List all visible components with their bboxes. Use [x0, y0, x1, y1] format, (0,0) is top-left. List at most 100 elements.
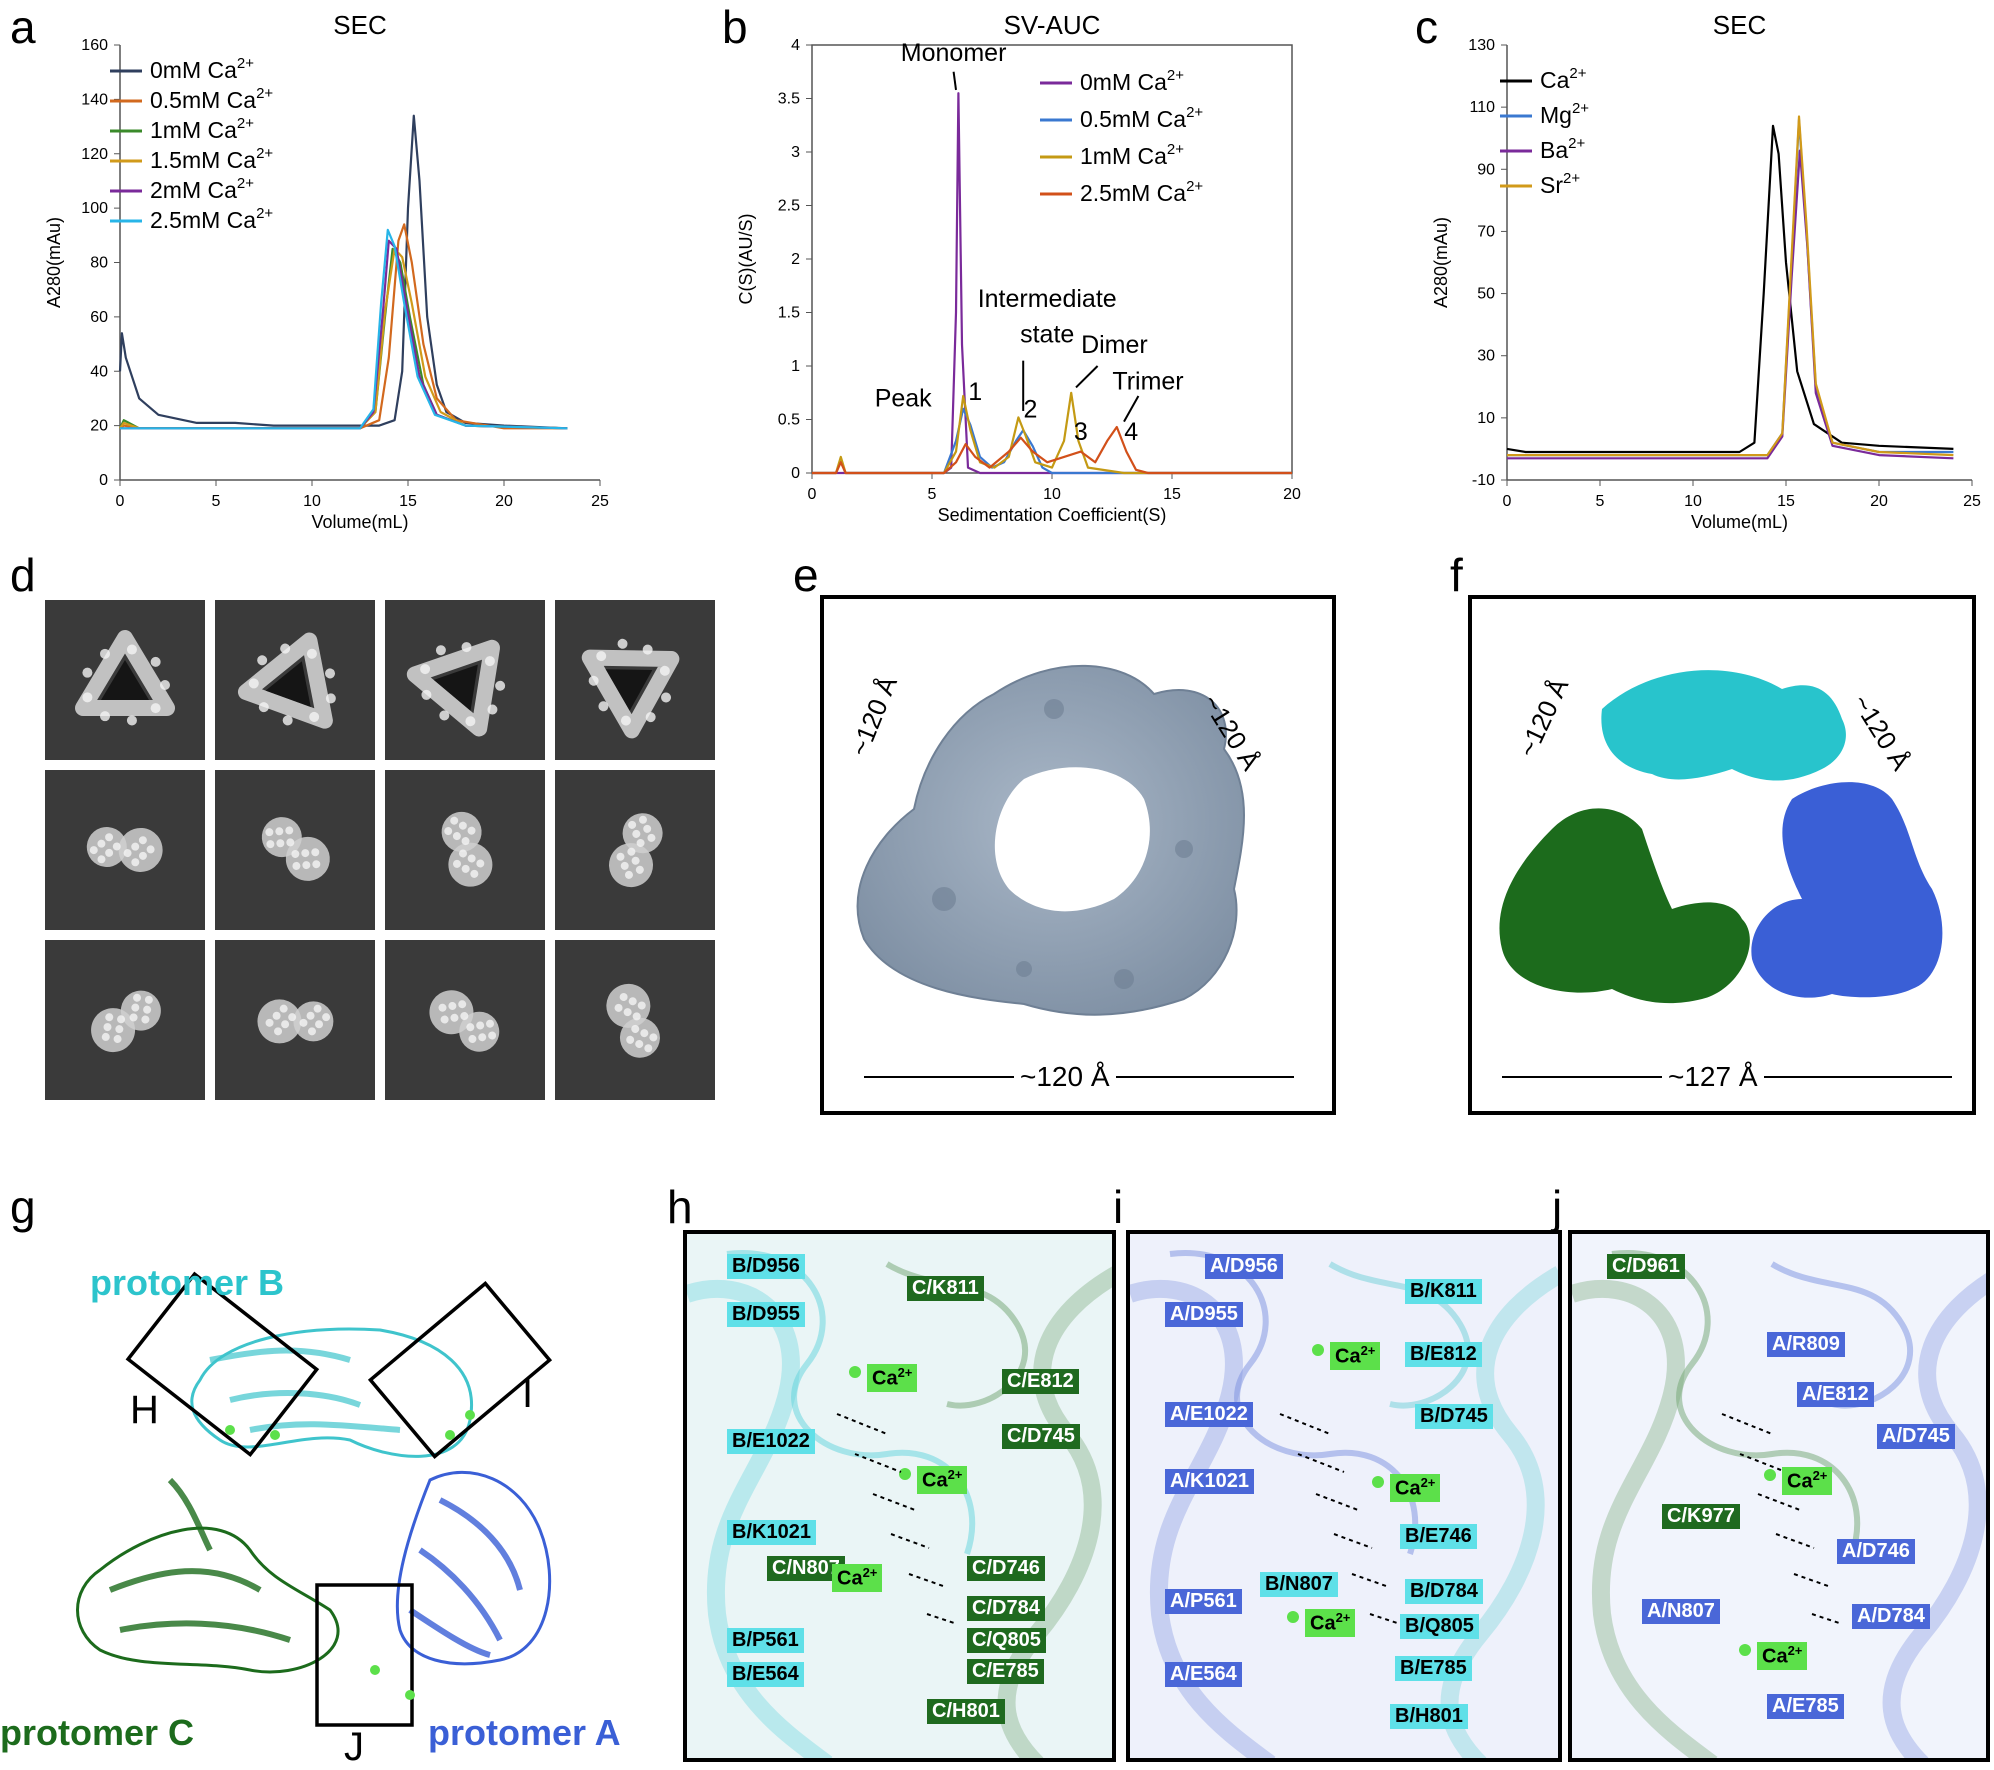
chart-annotation: Intermediate — [978, 285, 1117, 313]
interaction-bond — [1333, 1533, 1373, 1549]
residue-label: B/D745 — [1415, 1404, 1493, 1429]
residue-label: B/E785 — [1395, 1656, 1472, 1681]
legend-entry: Ca2+ — [1540, 65, 1587, 93]
interaction-bond — [1369, 1613, 1401, 1625]
panel-letter-h: h — [667, 1181, 693, 1233]
box-h — [125, 1271, 320, 1458]
residue-label: C/H801 — [927, 1699, 1005, 1724]
series-line — [120, 228, 568, 430]
x-tick-label: 10 — [303, 493, 321, 510]
box-i — [367, 1281, 553, 1459]
class-average-image — [555, 940, 715, 1100]
series-line — [1507, 115, 1954, 457]
y-tick-label: 0 — [99, 472, 108, 489]
y-tick-label: 0 — [791, 465, 800, 482]
y-tick-label: 160 — [81, 37, 108, 54]
x-axis-label: Volume(mL) — [1691, 512, 1788, 532]
interaction-bond — [854, 1453, 902, 1473]
series-line — [812, 92, 1292, 475]
f-bottom-label: ~127 Å — [1662, 1061, 1764, 1093]
interaction-bond — [1315, 1493, 1359, 1511]
residue-label: Ca2+ — [832, 1564, 883, 1592]
x-axis-label: Volume(mL) — [311, 512, 408, 532]
residue-label: A/P561 — [1165, 1589, 1242, 1614]
residue-label: Ca2+ — [1305, 1609, 1356, 1637]
legend-entry: Mg2+ — [1540, 100, 1589, 128]
x-tick-label: 0 — [116, 493, 125, 510]
residue-label: Ca2+ — [1782, 1467, 1833, 1495]
chart-sv-auc: SV-AUC 0 5 10 15 20 0 0.5 1 1.5 2 2.5 3 3.5 4 Sedimenta… — [736, 10, 1301, 525]
chart-annotation: 1 — [968, 378, 982, 406]
protomer-b-label: protomer B — [90, 1262, 285, 1303]
residue-label: A/D745 — [1877, 1424, 1955, 1449]
residue-label: B/K811 — [1405, 1279, 1482, 1304]
series-line — [119, 223, 568, 430]
panel-i-frame: A/D956 A/D955 B/K811 Ca2+ B/E812 A/E1022 B/D74… — [1126, 1230, 1562, 1762]
panel-letter-b: b — [722, 1, 748, 53]
residue-label: C/E812 — [1002, 1369, 1079, 1394]
panel-letter-a: a — [10, 1, 36, 53]
panel-letter-d: d — [10, 549, 36, 601]
legend-entry: 0mM Ca2+ — [1080, 67, 1184, 95]
class-average-image — [215, 940, 375, 1100]
y-tick-label: 70 — [1477, 223, 1495, 240]
chart-annotation: Monomer — [901, 39, 1007, 67]
y-tick-label: 2 — [791, 251, 800, 268]
y-tick-label: 4 — [791, 37, 800, 54]
panel-e-frame: ~120 Å ~120 Å ~120 Å — [820, 595, 1336, 1115]
interaction-bond — [1775, 1533, 1815, 1549]
x-tick-label: 15 — [399, 493, 417, 510]
x-tick-label: 25 — [1963, 493, 1981, 510]
panel-f-frame: ~120 Å ~120 Å ~127 Å — [1468, 595, 1976, 1115]
chart-annotation: Trimer — [1112, 368, 1183, 396]
residue-label: A/E785 — [1767, 1694, 1844, 1719]
calcium-ion — [849, 1366, 861, 1378]
annotation-arrow — [952, 71, 957, 91]
y-tick-label: 30 — [1477, 348, 1495, 365]
legend-entry: 0mM Ca2+ — [150, 55, 254, 83]
residue-label: A/N807 — [1642, 1599, 1720, 1624]
y-tick-label: 40 — [90, 363, 108, 380]
box-j-label: J — [344, 1725, 364, 1769]
class-average-image — [45, 600, 205, 760]
residue-label: B/D784 — [1405, 1579, 1483, 1604]
residue-label: A/D956 — [1205, 1254, 1283, 1279]
annotation-arrow — [1123, 395, 1140, 423]
residue-label: C/K811 — [907, 1276, 984, 1301]
interaction-bond — [872, 1493, 916, 1511]
chart-title: SEC — [1713, 10, 1766, 40]
x-tick-label: 5 — [928, 486, 937, 503]
y-tick-label: -10 — [1472, 472, 1495, 489]
protomer-density — [1751, 782, 1943, 998]
x-axis-label: Sedimentation Coefficient(S) — [938, 505, 1167, 525]
y-tick-label: 2.5 — [778, 198, 800, 215]
residue-label: B/D955 — [727, 1302, 805, 1327]
legend-entry: 0.5mM Ca2+ — [1080, 104, 1203, 132]
y-tick-label: 110 — [1469, 99, 1495, 116]
y-tick-label: 140 — [81, 91, 108, 108]
residue-label: Ca2+ — [867, 1364, 918, 1392]
residue-label: Ca2+ — [1330, 1342, 1381, 1370]
class-average-grid — [45, 600, 715, 1102]
y-tick-label: 10 — [1477, 410, 1495, 427]
calcium-ion — [1312, 1344, 1324, 1356]
legend-entry: 0.5mM Ca2+ — [150, 85, 273, 113]
chart-title: SEC — [333, 10, 386, 40]
series-line — [119, 247, 568, 430]
series-line — [812, 425, 1292, 475]
calcium-ion — [899, 1468, 911, 1480]
class-average-image — [45, 940, 205, 1100]
interaction-bond — [890, 1533, 930, 1549]
residue-label: C/D961 — [1607, 1254, 1685, 1279]
interaction-bond — [926, 1613, 958, 1625]
y-tick-label: 0.5 — [778, 412, 800, 429]
chart-sec-calcium: SEC 0 5 10 15 20 25 0 20 40 60 80 100 120 140 160 Volume… — [44, 10, 609, 532]
y-tick-label: 80 — [90, 255, 108, 272]
chart-annotation: 2 — [1023, 395, 1037, 423]
legend-entry: 2.5mM Ca2+ — [1080, 178, 1203, 206]
residue-label: Ca2+ — [1390, 1474, 1441, 1502]
panel-h-frame: B/D956 B/D955 C/K811 Ca2+ C/E812 C/D745 B/E102… — [683, 1230, 1116, 1762]
calcium-ion — [1739, 1644, 1751, 1656]
legend-entry: 1.5mM Ca2+ — [150, 145, 273, 173]
x-tick-label: 0 — [808, 486, 817, 503]
